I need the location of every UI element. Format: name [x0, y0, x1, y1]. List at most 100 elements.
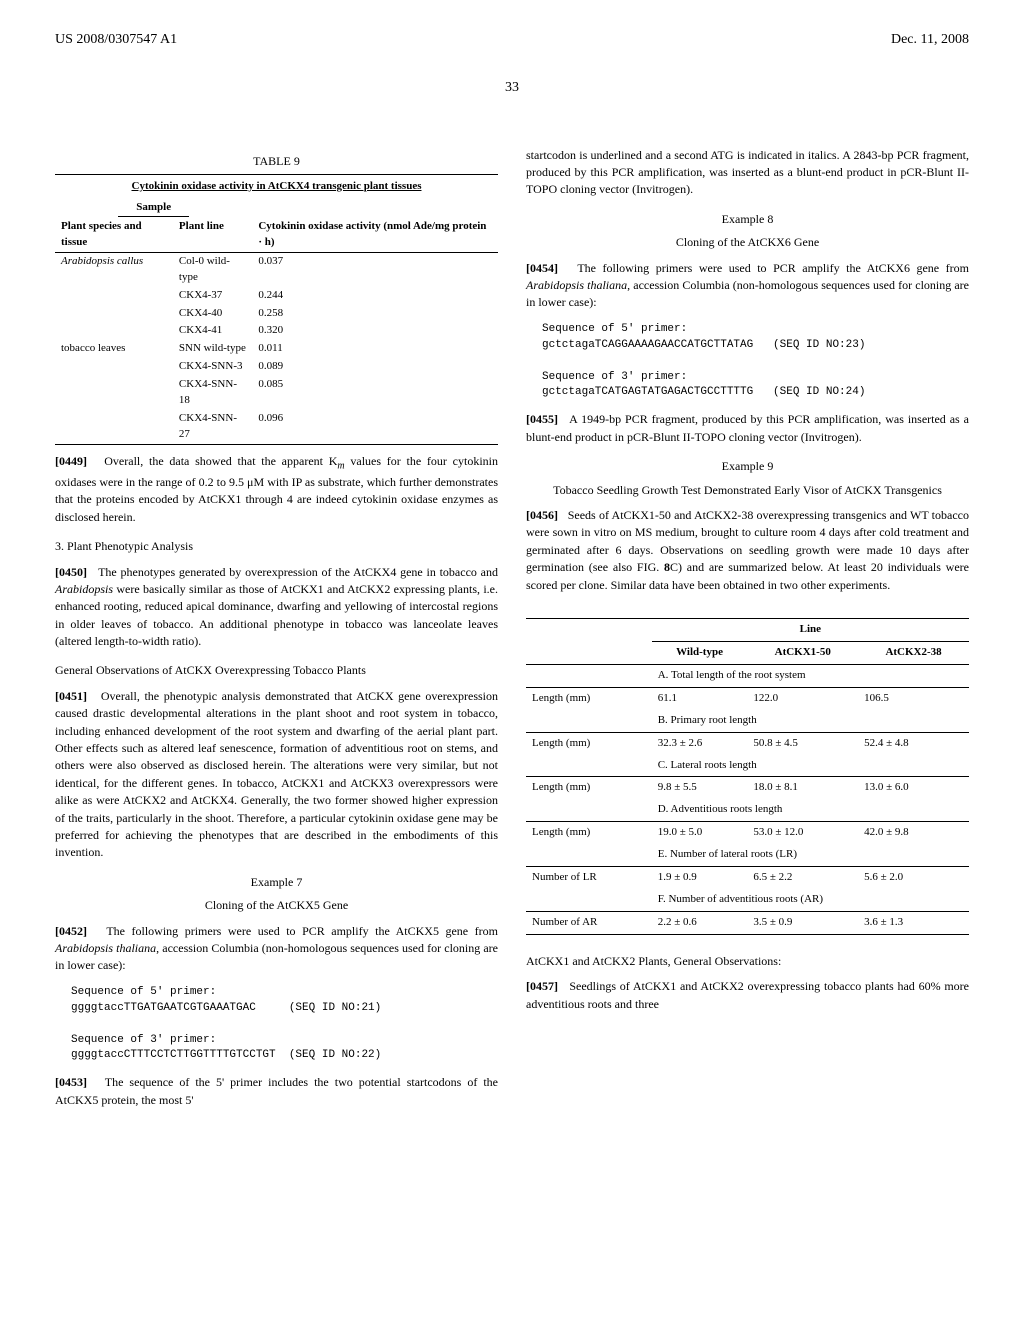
sequence-block-2: Sequence of 5' primer: gctctagaTCAGGAAAA…	[542, 322, 969, 402]
paragraph-0452: [0452] The following primers were used t…	[55, 923, 498, 975]
paragraph-0451: [0451] Overall, the phenotypic analysis …	[55, 688, 498, 862]
table-row: CKX4-SNN-180.085	[55, 376, 498, 410]
text: The phenotypes generated by overexpressi…	[98, 565, 498, 579]
cell: Col-0 wild-type	[173, 252, 252, 286]
sequence-block-1: Sequence of 5' primer: ggggtaccTTGATGAAT…	[71, 985, 498, 1065]
para-num-0449: [0449]	[55, 454, 87, 468]
cell: CKX4-SNN-18	[173, 376, 252, 410]
text: Arabidopsis	[55, 582, 113, 596]
table-9-title: TABLE 9	[55, 153, 498, 170]
text: A 1949-bp PCR fragment, produced by this…	[526, 412, 969, 443]
paragraph-0449: [0449] Overall, the data showed that the…	[55, 453, 498, 526]
cell	[55, 358, 173, 376]
paragraph-0453: [0453] The sequence of the 5' primer inc…	[55, 1074, 498, 1109]
table-row: CKX4-410.320	[55, 322, 498, 340]
text: The sequence of the 5' primer includes t…	[55, 1075, 498, 1106]
paragraph-0457: [0457] Seedlings of AtCKX1 and AtCKX2 ov…	[526, 978, 969, 1013]
section-f: F. Number of adventitious roots (AR)	[652, 889, 969, 911]
table-row: Arabidopsis callusCol-0 wild-type0.037	[55, 252, 498, 286]
col-wildtype: Wild-type	[652, 641, 748, 664]
table-row: CKX4-SNN-30.089	[55, 358, 498, 376]
cell: 122.0	[747, 687, 858, 709]
page-number: 33	[55, 78, 969, 98]
text: m	[337, 460, 344, 471]
cell	[55, 376, 173, 410]
cell: 32.3 ± 2.6	[652, 732, 748, 754]
cell: CKX4-SNN-27	[173, 410, 252, 444]
table-9-col-2: Cytokinin oxidase activity (nmol Ade/mg …	[252, 218, 498, 252]
cell: tobacco leaves	[55, 340, 173, 358]
paragraph-0450: [0450] The phenotypes generated by overe…	[55, 564, 498, 651]
section-a: A. Total length of the root system	[652, 664, 969, 687]
patent-date: Dec. 11, 2008	[891, 30, 969, 50]
para-num-0453: [0453]	[55, 1075, 87, 1089]
general-obs-head: General Observations of AtCKX Overexpres…	[55, 662, 498, 679]
observations-head: AtCKX1 and AtCKX2 Plants, General Observ…	[526, 953, 969, 970]
line-label: Line	[652, 618, 969, 641]
table-9-col-0: Plant species and tissue	[55, 218, 173, 252]
cell: 13.0 ± 6.0	[858, 777, 969, 799]
cell: 52.4 ± 4.8	[858, 732, 969, 754]
cell	[55, 410, 173, 444]
example-8-title: Cloning of the AtCKX6 Gene	[526, 234, 969, 251]
patent-number: US 2008/0307547 A1	[55, 30, 177, 50]
col-atckx2: AtCKX2-38	[858, 641, 969, 664]
text: Arabidopsis thaliana	[526, 278, 627, 292]
cell: SNN wild-type	[173, 340, 252, 358]
para-num-0450: [0450]	[55, 565, 87, 579]
col-atckx1: AtCKX1-50	[747, 641, 858, 664]
text: Overall, the data showed that the appare…	[104, 454, 337, 468]
cell: CKX4-40	[173, 305, 252, 323]
cell: 42.0 ± 9.8	[858, 822, 969, 844]
text: The following primers were used to PCR a…	[577, 261, 969, 275]
paragraph-cont: startcodon is underlined and a second AT…	[526, 147, 969, 199]
cell: 1.9 ± 0.9	[652, 867, 748, 889]
cell: 2.2 ± 0.6	[652, 912, 748, 935]
cell: 0.085	[252, 376, 498, 410]
table-9-sample-label: Sample	[118, 200, 189, 217]
cell: CKX4-37	[173, 287, 252, 305]
table-row: CKX4-370.244	[55, 287, 498, 305]
cell: 3.6 ± 1.3	[858, 912, 969, 935]
table-row: CKX4-400.258	[55, 305, 498, 323]
cell: 18.0 ± 8.1	[747, 777, 858, 799]
row-label: Number of LR	[526, 867, 652, 889]
example-7-title: Cloning of the AtCKX5 Gene	[55, 897, 498, 914]
cell: 50.8 ± 4.5	[747, 732, 858, 754]
left-column: TABLE 9 Cytokinin oxidase activity in At…	[55, 147, 498, 1110]
plant-phenotypic-head: 3. Plant Phenotypic Analysis	[55, 538, 498, 555]
text: were basically similar as those of AtCKX…	[55, 582, 498, 648]
row-label: Length (mm)	[526, 822, 652, 844]
cell: 19.0 ± 5.0	[652, 822, 748, 844]
cell	[55, 287, 173, 305]
cell: 6.5 ± 2.2	[747, 867, 858, 889]
para-num-0454: [0454]	[526, 261, 558, 275]
table-9-caption: Cytokinin oxidase activity in AtCKX4 tra…	[132, 180, 422, 192]
table-9-col-1: Plant line	[173, 218, 252, 252]
paragraph-0456: [0456] Seeds of AtCKX1-50 and AtCKX2-38 …	[526, 507, 969, 594]
cell: 106.5	[858, 687, 969, 709]
example-8-label: Example 8	[526, 211, 969, 228]
para-num-0456: [0456]	[526, 508, 558, 522]
row-label: Length (mm)	[526, 732, 652, 754]
cell: 53.0 ± 12.0	[747, 822, 858, 844]
text: Arabidopsis thaliana	[55, 941, 156, 955]
table-row: tobacco leavesSNN wild-type0.011	[55, 340, 498, 358]
cell: 0.244	[252, 287, 498, 305]
cell: Arabidopsis callus	[55, 252, 173, 286]
cell: 3.5 ± 0.9	[747, 912, 858, 935]
table-9-grid: Cytokinin oxidase activity in AtCKX4 tra…	[55, 174, 498, 445]
cell: CKX4-41	[173, 322, 252, 340]
para-num-0455: [0455]	[526, 412, 558, 426]
cell: 0.011	[252, 340, 498, 358]
para-num-0451: [0451]	[55, 689, 87, 703]
paragraph-0454: [0454] The following primers were used t…	[526, 260, 969, 312]
row-label: Number of AR	[526, 912, 652, 935]
cell: CKX4-SNN-3	[173, 358, 252, 376]
cell: 5.6 ± 2.0	[858, 867, 969, 889]
section-e: E. Number of lateral roots (LR)	[652, 844, 969, 866]
header: US 2008/0307547 A1 Dec. 11, 2008	[55, 30, 969, 50]
cell: 0.037	[252, 252, 498, 286]
table-row: CKX4-SNN-270.096	[55, 410, 498, 444]
paragraph-0455: [0455] A 1949-bp PCR fragment, produced …	[526, 411, 969, 446]
